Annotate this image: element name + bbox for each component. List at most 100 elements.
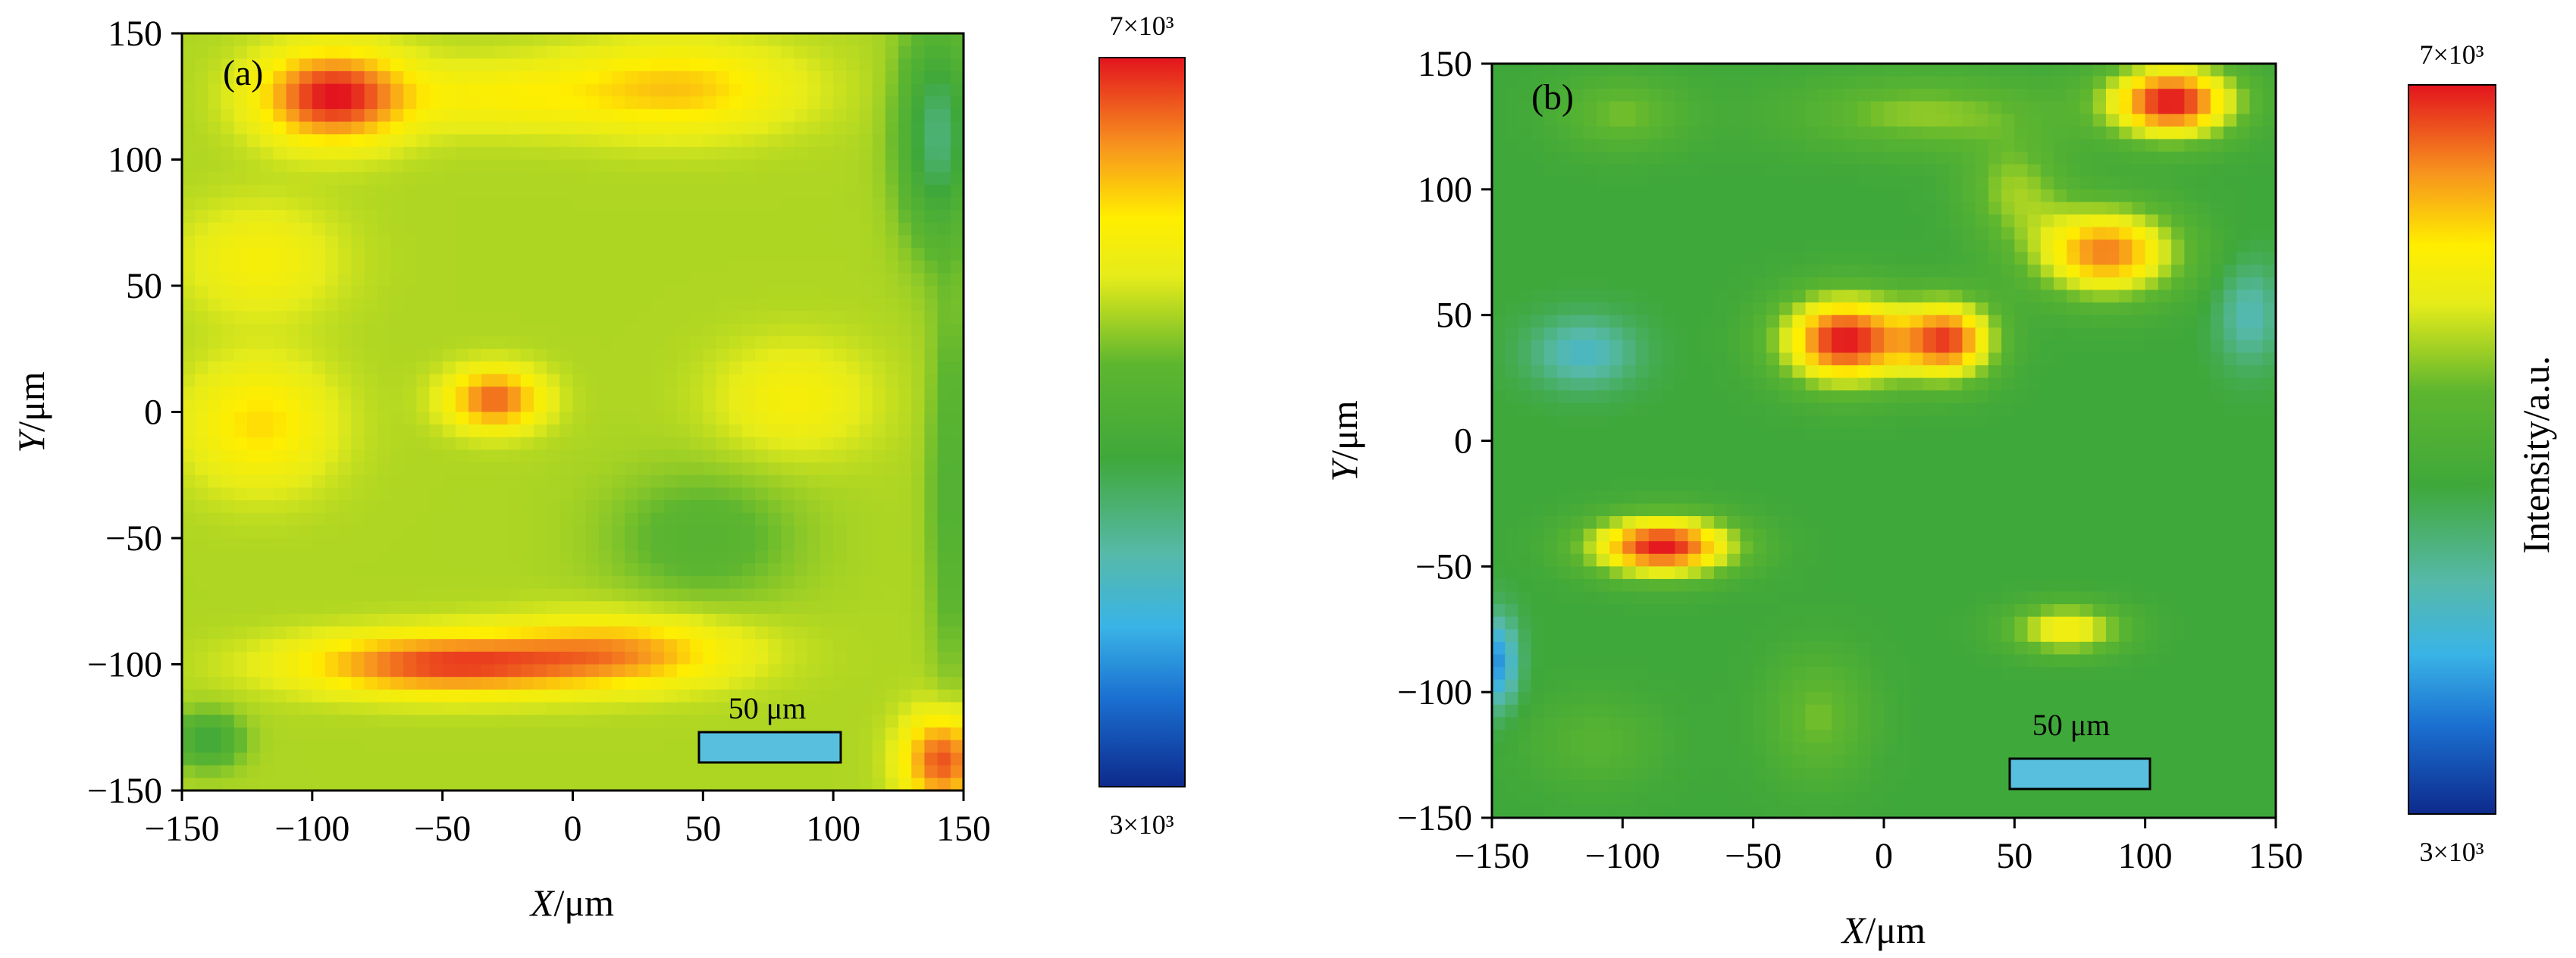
heatmap-cell <box>1688 189 1702 203</box>
heatmap-cell <box>585 626 600 640</box>
heatmap-cell <box>2236 252 2251 265</box>
heatmap-cell <box>312 538 326 552</box>
heatmap-cell <box>598 222 613 236</box>
heatmap-cell <box>233 108 248 123</box>
heatmap-cell <box>690 538 704 552</box>
heatmap-cell <box>1844 202 1859 215</box>
heatmap-cell <box>690 626 704 640</box>
heatmap-cell <box>859 563 873 577</box>
heatmap-cell <box>260 33 274 47</box>
heatmap-cell <box>729 487 743 501</box>
heatmap-cell <box>950 702 964 715</box>
heatmap-cell <box>559 677 574 690</box>
heatmap-cell <box>2105 327 2120 341</box>
heatmap-cell <box>755 349 769 362</box>
heatmap-cell <box>2079 76 2094 89</box>
heatmap-cell <box>312 172 326 186</box>
heatmap-cell <box>2001 189 2015 203</box>
heatmap-cell <box>2119 177 2133 190</box>
heatmap-cell <box>246 210 261 224</box>
heatmap-cell <box>403 651 417 665</box>
heatmap-cell <box>1884 315 1898 328</box>
heatmap-cell <box>233 588 248 602</box>
heatmap-cell <box>572 765 587 778</box>
heatmap-cell <box>1583 114 1597 127</box>
heatmap-cell <box>650 500 665 514</box>
heatmap-cell <box>273 374 287 387</box>
heatmap-cell <box>455 260 469 274</box>
heatmap-cell <box>781 323 795 337</box>
heatmap-cell <box>299 70 313 85</box>
heatmap-cell <box>1662 64 1675 77</box>
heatmap-cell <box>364 575 378 590</box>
heatmap-cell <box>2158 252 2172 265</box>
heatmap-cell <box>663 210 678 224</box>
heatmap-cell <box>650 58 665 72</box>
heatmap-cell <box>221 449 235 463</box>
heatmap-cell <box>572 449 587 463</box>
heatmap-cell <box>846 336 860 349</box>
heatmap-cell <box>351 121 365 135</box>
heatmap-cell <box>455 677 469 690</box>
heatmap-cell <box>1818 302 1832 316</box>
heatmap-cell <box>2197 265 2211 278</box>
heatmap-cell <box>729 449 743 463</box>
heatmap-cell <box>1662 240 1675 253</box>
heatmap-cell <box>885 702 899 715</box>
heatmap-cell <box>950 727 964 740</box>
heatmap-cell <box>416 500 431 514</box>
heatmap-cell <box>2014 265 2029 278</box>
heatmap-cell <box>885 387 899 400</box>
heatmap-cell <box>221 588 235 602</box>
heatmap-cell <box>2092 114 2107 127</box>
heatmap-cell <box>286 83 300 97</box>
heatmap-cell <box>1688 164 1702 177</box>
heatmap-cell <box>312 740 326 753</box>
heatmap-cell <box>390 70 404 85</box>
heatmap-cell <box>233 248 248 261</box>
heatmap-cell <box>442 512 456 526</box>
heatmap-cell <box>520 753 534 766</box>
heatmap-cell <box>246 83 261 97</box>
heatmap-cell <box>455 487 469 501</box>
heatmap-cell <box>429 474 443 488</box>
heatmap-cell <box>1505 164 1519 177</box>
heatmap-cell <box>911 462 926 476</box>
heatmap-cell <box>286 715 300 728</box>
heatmap-cell <box>676 96 691 110</box>
heatmap-cell <box>312 197 326 211</box>
heatmap-cell <box>781 210 795 224</box>
heatmap-cell <box>703 121 717 135</box>
heatmap-cell <box>338 753 352 766</box>
heatmap-cell <box>1857 290 1872 303</box>
heatmap-cell <box>1766 152 1780 165</box>
heatmap-cell <box>2236 265 2251 278</box>
heatmap-cell <box>885 677 899 690</box>
heatmap-cell <box>859 96 873 110</box>
heatmap-cell <box>494 172 509 186</box>
heatmap-cell <box>547 664 560 678</box>
heatmap-cell <box>950 273 964 286</box>
heatmap-cell <box>937 349 951 362</box>
heatmap-cell <box>781 626 795 640</box>
heatmap-cell <box>312 412 326 425</box>
heatmap-cell <box>741 260 756 274</box>
heatmap-cell <box>741 538 756 552</box>
heatmap-cell <box>781 588 795 602</box>
heatmap-cell <box>195 273 208 286</box>
heatmap-cell <box>833 374 847 387</box>
heatmap-cell <box>1988 327 2002 341</box>
heatmap-cell <box>208 765 222 778</box>
heatmap-cell <box>221 184 235 199</box>
heatmap-cell <box>208 248 222 261</box>
heatmap-cell <box>195 778 208 791</box>
heatmap-cell <box>872 424 886 438</box>
heatmap-cell <box>208 601 222 615</box>
heatmap-cell <box>260 740 274 753</box>
heatmap-cell <box>246 715 261 728</box>
heatmap-cell <box>768 361 782 375</box>
heatmap-cell <box>690 361 704 375</box>
heatmap-cell <box>481 323 495 337</box>
heatmap-cell <box>2171 101 2185 114</box>
heatmap-cell <box>233 210 248 224</box>
